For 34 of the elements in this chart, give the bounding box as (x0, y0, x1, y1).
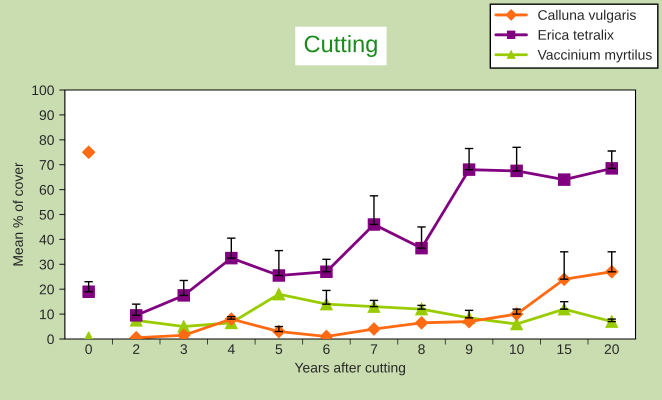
y-tick-label: 30 (40, 260, 54, 270)
y-tick-label: 40 (39, 234, 54, 245)
x-tick-label: 20 (604, 344, 619, 354)
x-tick-label: 0 (85, 344, 92, 354)
y-tick-label: 20 (40, 284, 54, 294)
y-tick-label: 70 (40, 160, 54, 170)
chart-title: Cutting (304, 34, 377, 58)
x-tick-label: 4 (228, 344, 235, 354)
point (272, 288, 286, 300)
point (367, 322, 381, 336)
point (82, 146, 96, 159)
legend-label: Erica tetralix (538, 30, 614, 40)
point (558, 173, 570, 186)
x-tick-label: 10 (510, 344, 524, 354)
y-tick-label: 0 (47, 334, 54, 344)
x-tick-label: 6 (323, 344, 330, 354)
x-tick-label: 2 (133, 344, 140, 354)
x-axis-title: Years after cutting (294, 362, 406, 376)
x-tick-label: 15 (558, 344, 572, 354)
point (414, 316, 428, 330)
y-tick-label: 100 (32, 85, 54, 96)
x-tick-label: 3 (180, 344, 188, 354)
y-tick-label: 80 (40, 135, 54, 145)
x-tick-label: 8 (418, 344, 425, 354)
legend-label: Calluna vulgaris (538, 10, 636, 23)
legend-label: Vaccinium myrtilus (538, 50, 652, 62)
y-tick-label: 50 (40, 210, 54, 220)
y-tick-label: 90 (40, 110, 54, 120)
y-tick-label: 10 (40, 309, 54, 320)
y-axis-title: Mean % of cover (12, 162, 23, 266)
x-tick-label: 5 (276, 344, 282, 354)
x-tick-label: 7 (370, 344, 378, 354)
y-tick-label: 60 (40, 184, 54, 195)
x-tick-label: 9 (466, 344, 472, 354)
